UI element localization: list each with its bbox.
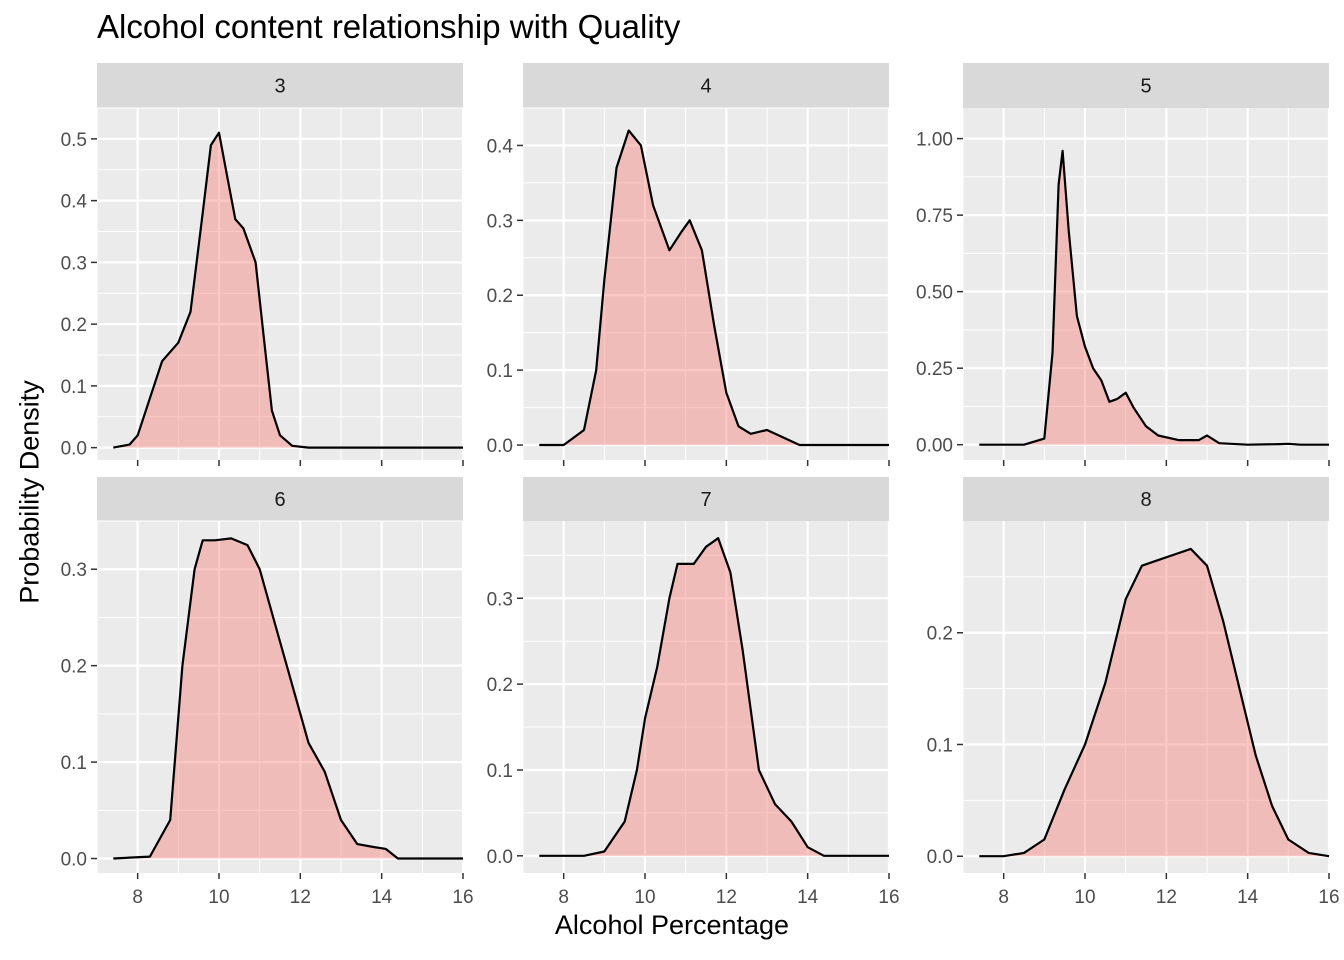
facet-panel-5: 5 0.00 0.25 0.50 0.75 1.00 <box>916 63 1331 466</box>
y-tick-label: 0.1 <box>61 753 87 774</box>
x-tick-label: 10 <box>634 887 655 908</box>
y-tick-label: 0.2 <box>927 624 953 645</box>
x-tick-label: 10 <box>208 887 229 908</box>
panel-background <box>97 521 463 873</box>
y-tick-label: 0.25 <box>916 359 953 380</box>
panel-background <box>963 521 1329 873</box>
facet-strip <box>963 63 1329 108</box>
y-tick-label: 0.1 <box>487 761 513 782</box>
y-tick-label: 0.0 <box>61 850 87 871</box>
facet-strip-label: 7 <box>700 489 711 511</box>
facet-panel-3: 3 0.0 0.1 0.2 0.3 0.4 0.5 <box>61 63 465 466</box>
density-area <box>113 132 464 448</box>
panel-background <box>523 108 889 460</box>
y-tick-label: 0.3 <box>487 589 513 610</box>
x-tick-label: 12 <box>1156 887 1177 908</box>
x-tick-label: 10 <box>1074 887 1095 908</box>
facet-strip <box>523 63 889 108</box>
y-tick-label: 0.5 <box>61 130 87 151</box>
facet-strip <box>523 477 889 521</box>
y-tick-label: 1.00 <box>916 130 953 151</box>
facet-strip-label: 5 <box>1140 76 1151 98</box>
facet-strip-label: 3 <box>274 76 285 98</box>
panel-background <box>523 521 889 873</box>
density-area <box>539 130 889 446</box>
y-tick-label: 0.00 <box>916 436 953 457</box>
y-tick-label: 0.75 <box>916 206 953 227</box>
facet-strip-label: 6 <box>274 489 285 511</box>
y-tick-label: 0.0 <box>487 436 513 457</box>
facet-strip <box>963 477 1329 521</box>
y-tick-label: 0.3 <box>61 253 87 274</box>
y-tick-label: 0.0 <box>487 847 513 868</box>
y-tick-label: 0.1 <box>487 361 513 382</box>
y-tick-label: 0.2 <box>487 286 513 307</box>
y-tick-label: 0.1 <box>927 735 953 756</box>
facet-panel-8: 8 0.0 0.1 0.2 8 10 12 14 16 <box>927 477 1340 908</box>
density-line <box>539 537 889 857</box>
density-area <box>979 150 1329 445</box>
y-tick-label: 0.3 <box>61 560 87 581</box>
y-tick-label: 0.0 <box>61 439 87 460</box>
y-tick-label: 0.1 <box>61 377 87 398</box>
y-tick-label: 0.2 <box>61 657 87 678</box>
x-tick-label: 16 <box>452 887 473 908</box>
facet-panel-6: 6 0.0 0.1 0.2 0.3 8 10 12 14 16 <box>61 477 474 908</box>
facet-strip-label: 4 <box>700 76 711 98</box>
density-line <box>113 131 463 449</box>
y-tick-label: 0.0 <box>927 847 953 868</box>
y-tick-label: 0.2 <box>61 315 87 336</box>
x-axis-title: Alcohol Percentage <box>554 910 790 940</box>
density-area <box>539 538 889 856</box>
y-axis-title: Probability Density <box>14 380 45 604</box>
facet-strip <box>97 477 463 521</box>
density-line <box>979 547 1330 858</box>
x-tick-label: 8 <box>558 887 569 908</box>
density-area <box>979 548 1329 857</box>
x-tick-label: 14 <box>797 887 819 908</box>
x-tick-label: 14 <box>371 887 393 908</box>
facet-panel-7: 7 0.0 0.1 0.2 0.3 8 10 12 14 16 <box>487 477 900 908</box>
chart-title: Alcohol content relationship with Qualit… <box>97 8 681 45</box>
density-line <box>113 537 463 860</box>
y-tick-label: 0.4 <box>487 136 514 157</box>
y-tick-label: 0.3 <box>487 211 513 232</box>
density-line <box>539 129 889 447</box>
facet-panel-4: 4 0.0 0.1 0.2 0.3 0.4 <box>487 63 891 466</box>
y-tick-label: 0.4 <box>61 192 88 213</box>
facet-strip <box>97 63 463 108</box>
facet-strip-label: 8 <box>1140 489 1151 511</box>
panel-background <box>963 108 1329 460</box>
density-line <box>979 149 1329 446</box>
x-tick-label: 8 <box>998 887 1009 908</box>
x-tick-label: 12 <box>290 887 311 908</box>
x-tick-label: 8 <box>132 887 143 908</box>
y-tick-label: 0.2 <box>487 675 513 696</box>
panel-background <box>97 108 463 460</box>
x-tick-label: 16 <box>878 887 899 908</box>
y-tick-label: 0.50 <box>916 283 953 304</box>
x-tick-label: 14 <box>1237 887 1259 908</box>
x-tick-label: 12 <box>716 887 737 908</box>
density-area <box>113 538 464 859</box>
x-tick-label: 16 <box>1318 887 1339 908</box>
